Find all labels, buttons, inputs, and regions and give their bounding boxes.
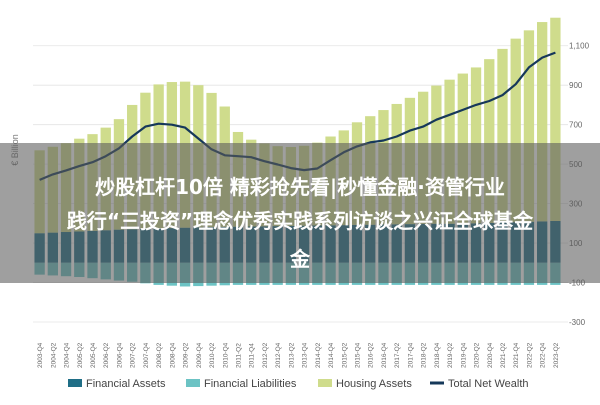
- legend-swatch: [186, 379, 200, 387]
- x-tick-label: 2004-Q4: [64, 342, 71, 368]
- legend-swatch: [68, 379, 82, 387]
- legend-label: Financial Assets: [86, 378, 166, 390]
- legend-swatch: [318, 379, 332, 387]
- y-tick-label: 1,100: [569, 42, 590, 51]
- x-tick-label: 2013-Q4: [302, 342, 309, 368]
- bar-housing-assets: [497, 48, 508, 223]
- y-tick-label: 900: [569, 81, 583, 90]
- x-tick-label: 2012-Q2: [262, 342, 269, 368]
- x-tick-label: 2023-Q2: [553, 342, 560, 368]
- x-tick-label: 2017-Q2: [394, 342, 401, 368]
- promo-overlay-banner: 炒股杠杆10倍 精彩抢先看|秒懂金融·资管行业 践行“三投资”理念优秀实践系列访…: [0, 143, 600, 283]
- y-tick-label: -300: [569, 318, 586, 327]
- x-tick-label: 2009-Q4: [196, 342, 203, 368]
- x-tick-label: 2004-Q2: [50, 342, 57, 368]
- x-tick-label: 2008-Q2: [156, 342, 163, 368]
- x-tick-label: 2017-Q4: [407, 342, 414, 368]
- x-tick-label: 2021-Q4: [513, 342, 520, 368]
- overlay-headline-line-3: 金: [290, 247, 310, 271]
- x-tick-label: 2010-Q2: [209, 342, 216, 368]
- x-tick-label: 2021-Q2: [500, 342, 507, 368]
- legend-label: Total Net Wealth: [448, 378, 529, 390]
- x-tick-label: 2007-Q2: [130, 342, 137, 368]
- x-tick-label: 2011-Q4: [249, 343, 256, 368]
- x-tick-label: 2022-Q2: [526, 342, 533, 368]
- bar-housing-assets: [484, 59, 495, 223]
- axis-layer: € Billion 2003-Q42004-Q22004-Q42005-Q220…: [10, 134, 560, 368]
- x-tick-label: 2018-Q4: [434, 342, 441, 368]
- x-tick-label: 2016-Q2: [368, 342, 375, 368]
- x-tick-label: 2013-Q2: [288, 342, 295, 368]
- x-tick-label: 2014-Q2: [315, 342, 322, 368]
- bar-housing-assets: [523, 30, 535, 222]
- x-tick-label: 2018-Q2: [421, 342, 428, 368]
- x-tick-label: 2007-Q4: [143, 342, 150, 368]
- overlay-headline-line-2: 践行“三投资”理念优秀实践系列访谈之兴证全球基金: [66, 209, 534, 233]
- x-tick-label: 2015-Q2: [341, 342, 348, 368]
- x-tick-label: 2022-Q4: [540, 342, 547, 368]
- x-tick-label: 2006-Q2: [103, 342, 110, 368]
- x-tick-label: 2010-Q4: [222, 342, 229, 368]
- bar-housing-assets: [550, 17, 561, 221]
- bar-housing-assets: [510, 38, 521, 223]
- x-tick-label: 2020-Q2: [474, 342, 481, 368]
- x-tick-label: 2011-Q2: [236, 343, 243, 368]
- x-tick-label: 2015-Q4: [355, 342, 362, 368]
- y-tick-label: -100: [569, 279, 586, 288]
- bar-housing-assets: [537, 22, 548, 222]
- x-tick-label: 2012-Q4: [275, 342, 282, 368]
- y-tick-label: 700: [569, 121, 583, 130]
- x-tick-label: 2020-Q4: [487, 342, 494, 368]
- x-tick-label: 2019-Q2: [447, 342, 454, 368]
- legend-label: Financial Liabilities: [204, 378, 297, 390]
- x-tick-label: 2009-Q2: [183, 342, 190, 368]
- legend: Financial Assets Financial Liabilities Hou…: [68, 378, 529, 390]
- x-tick-label: 2005-Q2: [77, 342, 84, 368]
- x-tick-label: 2008-Q4: [169, 342, 176, 368]
- x-tick-label: 2003-Q4: [37, 342, 44, 368]
- x-tick-label: 2005-Q4: [90, 342, 97, 368]
- x-tick-label: 2006-Q4: [117, 342, 124, 368]
- x-tick-label: 2019-Q4: [460, 342, 467, 368]
- x-tick-label: 2014-Q4: [328, 342, 335, 368]
- legend-label: Housing Assets: [336, 378, 412, 390]
- x-tick-label: 2016-Q4: [381, 342, 388, 368]
- overlay-headline-line-1: 炒股杠杆10倍 精彩抢先看|秒懂金融·资管行业: [95, 175, 505, 199]
